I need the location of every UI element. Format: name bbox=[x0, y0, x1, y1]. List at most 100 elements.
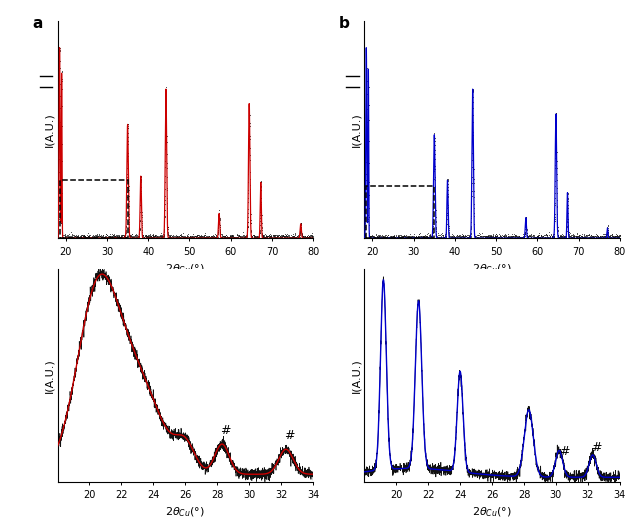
Point bbox=[413, 234, 423, 242]
Point bbox=[436, 234, 446, 242]
Point bbox=[370, 233, 380, 241]
Point bbox=[273, 234, 283, 242]
Point bbox=[574, 233, 585, 241]
Point bbox=[478, 234, 488, 242]
Point bbox=[601, 234, 611, 242]
Point bbox=[270, 231, 280, 239]
Point bbox=[115, 233, 125, 241]
Point bbox=[548, 234, 558, 242]
Point bbox=[299, 234, 309, 242]
Point bbox=[231, 234, 241, 242]
Point bbox=[251, 234, 261, 242]
Point bbox=[140, 234, 150, 242]
Point bbox=[68, 231, 79, 239]
Point bbox=[491, 234, 502, 242]
Point bbox=[302, 234, 312, 242]
Point bbox=[182, 233, 192, 241]
Point bbox=[162, 212, 173, 220]
Point bbox=[126, 234, 136, 242]
Point bbox=[565, 232, 575, 240]
Point bbox=[267, 234, 277, 242]
Point bbox=[452, 233, 463, 241]
Point bbox=[386, 234, 396, 242]
Point bbox=[54, 177, 64, 185]
Y-axis label: I(A.U.): I(A.U.) bbox=[351, 112, 362, 147]
Point bbox=[555, 233, 565, 241]
Point bbox=[374, 232, 385, 240]
Point bbox=[476, 234, 486, 242]
Point bbox=[429, 146, 440, 154]
Point bbox=[183, 232, 194, 240]
Point bbox=[513, 234, 523, 242]
Point bbox=[204, 234, 215, 242]
Point bbox=[242, 231, 252, 239]
Point bbox=[285, 234, 295, 242]
Point bbox=[471, 234, 481, 242]
Point bbox=[168, 232, 178, 240]
Point bbox=[115, 234, 125, 242]
Point bbox=[436, 233, 446, 241]
Point bbox=[199, 231, 210, 239]
Point bbox=[63, 234, 73, 242]
Point bbox=[119, 234, 129, 242]
Point bbox=[394, 234, 404, 242]
Point bbox=[271, 234, 281, 242]
Point bbox=[613, 234, 624, 242]
Point bbox=[416, 234, 426, 242]
Point bbox=[289, 234, 300, 242]
Point bbox=[577, 231, 587, 239]
Point bbox=[365, 232, 375, 240]
Text: b: b bbox=[339, 17, 350, 32]
Point bbox=[238, 233, 249, 241]
Point bbox=[56, 217, 66, 225]
Point bbox=[374, 234, 384, 242]
Point bbox=[516, 234, 526, 242]
Point bbox=[602, 228, 612, 237]
Point bbox=[103, 234, 113, 242]
Point bbox=[484, 234, 495, 242]
Point bbox=[502, 234, 512, 242]
Point bbox=[382, 234, 392, 242]
Point bbox=[427, 234, 437, 242]
Point bbox=[140, 234, 150, 242]
Point bbox=[404, 234, 415, 242]
Point bbox=[247, 234, 258, 242]
Point bbox=[289, 234, 300, 242]
Point bbox=[146, 233, 157, 241]
Point bbox=[495, 234, 505, 242]
Point bbox=[475, 234, 486, 242]
Point bbox=[112, 234, 122, 242]
Point bbox=[129, 234, 139, 242]
Point bbox=[544, 234, 555, 242]
Point bbox=[283, 234, 293, 242]
Point bbox=[68, 234, 79, 242]
Point bbox=[102, 234, 112, 242]
Point bbox=[606, 233, 616, 241]
Point bbox=[510, 234, 520, 242]
Point bbox=[194, 232, 204, 240]
Point bbox=[364, 71, 374, 79]
Point bbox=[590, 234, 601, 242]
Point bbox=[391, 234, 401, 242]
Point bbox=[477, 233, 487, 241]
Point bbox=[377, 234, 387, 242]
Point bbox=[456, 234, 466, 242]
Point bbox=[378, 234, 389, 242]
Point bbox=[157, 234, 167, 242]
Point bbox=[227, 232, 238, 240]
Point bbox=[93, 234, 103, 242]
Point bbox=[101, 234, 111, 242]
Point bbox=[363, 186, 373, 195]
Point bbox=[566, 234, 576, 242]
Point bbox=[491, 233, 502, 241]
Point bbox=[167, 234, 178, 242]
Point bbox=[406, 233, 417, 241]
Point bbox=[112, 234, 122, 242]
Point bbox=[574, 233, 584, 241]
Point bbox=[511, 232, 521, 240]
Point bbox=[304, 234, 314, 242]
Point bbox=[407, 234, 417, 242]
Point bbox=[404, 233, 415, 241]
Point bbox=[531, 234, 541, 242]
Point bbox=[587, 232, 597, 240]
